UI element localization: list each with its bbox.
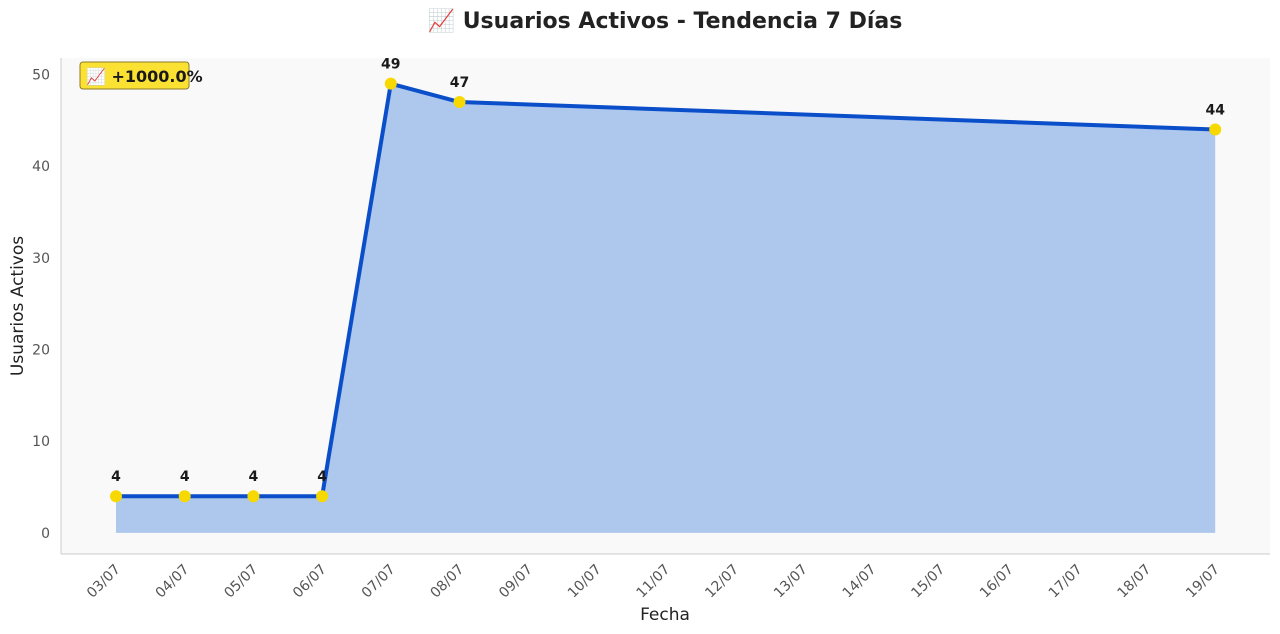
- x-tick-label: 03/07: [84, 562, 124, 602]
- series-area: [116, 83, 1216, 533]
- data-label-19-07: 44: [1205, 103, 1225, 119]
- x-axis-label: Fecha: [640, 605, 690, 625]
- x-tick-label: 12/07: [702, 562, 742, 602]
- data-label-03-07: 4: [111, 469, 121, 485]
- x-tick-label: 19/07: [1183, 562, 1223, 602]
- x-ticks: 03/07 04/07 05/07 06/07 07/07 08/07 09/07 10/07…: [84, 562, 1223, 602]
- y-axis-label: Usuarios Activos: [8, 236, 28, 376]
- growth-badge-box: [79, 61, 190, 90]
- data-point-07-07: [384, 77, 397, 90]
- x-tick-label: 10/07: [565, 562, 605, 602]
- x-tick-label: 14/07: [840, 562, 880, 602]
- data-point-03-07: [110, 490, 122, 503]
- x-tick-label: 08/07: [427, 562, 467, 602]
- x-tick-label: 05/07: [221, 562, 261, 602]
- data-point-19-07: [1209, 123, 1222, 136]
- y-tick-label: 40: [32, 159, 50, 175]
- chart-title: 📈 Usuarios Activos - Tendencia 7 Días: [428, 8, 903, 34]
- data-point-06-07: [316, 490, 329, 503]
- y-tick-label: 10: [32, 434, 50, 450]
- data-point-05-07: [247, 490, 260, 503]
- data-label-07-07: 49: [381, 57, 400, 73]
- data-point-04-07: [178, 490, 191, 503]
- data-label-08-07: 47: [450, 75, 469, 91]
- growth-badge-text: 📈 +1000.0%: [86, 67, 203, 86]
- data-label-06-07: 4: [317, 469, 327, 485]
- growth-badge: 📈 +1000.0%: [79, 61, 203, 90]
- y-tick-label: 50: [32, 68, 50, 84]
- y-tick-label: 0: [41, 526, 50, 542]
- y-tick-label: 20: [32, 343, 50, 359]
- x-tick-label: 16/07: [977, 562, 1017, 602]
- data-point-08-07: [453, 96, 466, 109]
- x-tick-label: 18/07: [1114, 562, 1154, 602]
- x-tick-label: 13/07: [771, 562, 811, 602]
- data-points: [110, 77, 1222, 503]
- x-tick-label: 07/07: [359, 562, 399, 602]
- y-ticks: 0 10 20 30 40 50: [32, 68, 50, 542]
- x-tick-label: 11/07: [634, 562, 674, 602]
- x-tick-label: 04/07: [153, 562, 193, 602]
- y-tick-label: 30: [32, 251, 50, 267]
- data-label-05-07: 4: [249, 469, 259, 485]
- x-tick-label: 09/07: [496, 562, 536, 602]
- x-tick-label: 06/07: [290, 562, 330, 602]
- data-label-04-07: 4: [180, 469, 190, 485]
- x-tick-label: 17/07: [1046, 562, 1086, 602]
- x-tick-label: 15/07: [908, 562, 948, 602]
